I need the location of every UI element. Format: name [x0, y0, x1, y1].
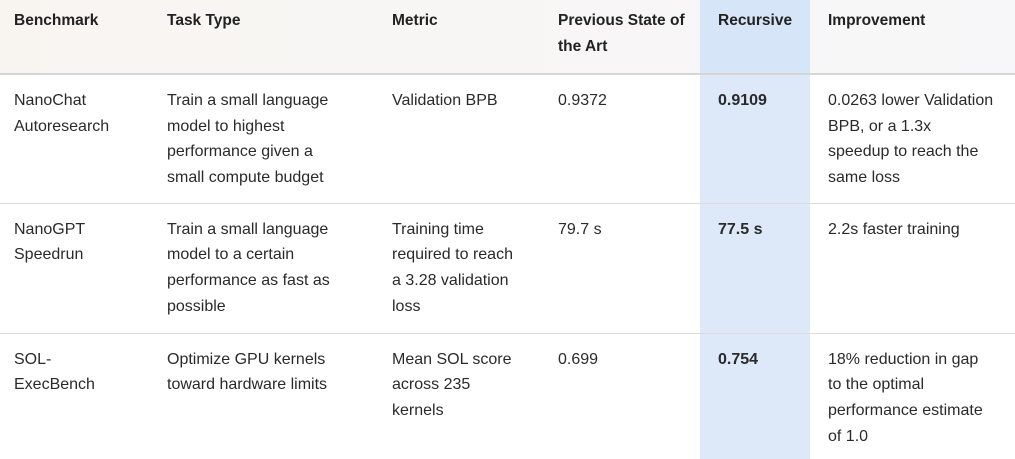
- table-cell: 18% reduction in gap to the optimal perf…: [828, 350, 983, 445]
- header-cell: Task Type: [167, 12, 241, 29]
- table-cell: 79.7 s: [558, 220, 602, 238]
- table-row: NanoChat Autoresearch Train a small langu…: [0, 74, 1015, 203]
- table-row: NanoGPT Speedrun Train a small language m…: [0, 203, 1015, 333]
- header-cell: Recursive: [700, 0, 810, 74]
- table-row: SOL-ExecBench Optimize GPU kernels toward…: [0, 333, 1015, 459]
- table-cell: NanoChat Autoresearch: [14, 92, 110, 135]
- table-cell: Mean SOL score across 235 kernels: [392, 350, 512, 419]
- table-cell: 0.9109: [700, 74, 810, 203]
- header-cell: Improvement: [828, 12, 926, 29]
- table-cell: Validation BPB: [392, 92, 498, 109]
- header-row: Benchmark Task Type Metric Previous State o…: [0, 0, 1015, 74]
- header-cell: Previous State of the Art: [558, 12, 685, 55]
- table-cell: 0.0263 lower Validation BPB, or a 1.3x s…: [828, 92, 994, 187]
- table-body: NanoChat Autoresearch Train a small langu…: [0, 74, 1015, 459]
- table-cell: 2.2s faster training: [828, 220, 960, 238]
- header-cell: Metric: [392, 12, 438, 29]
- table-cell: 0.699: [558, 350, 599, 368]
- header-cell: Benchmark: [14, 12, 99, 29]
- table-cell: Optimize GPU kernels toward hardware lim…: [167, 350, 328, 394]
- table-cell: Train a small language model to highest …: [167, 92, 329, 187]
- table-cell: NanoGPT Speedrun: [14, 220, 85, 264]
- table-cell: 77.5 s: [700, 203, 810, 333]
- table-cell: SOL-ExecBench: [14, 350, 95, 394]
- table-cell: Train a small language model to a certai…: [167, 220, 330, 315]
- table-cell: Training time required to reach a 3.28 v…: [392, 220, 513, 315]
- table-cell: 0.9372: [558, 92, 607, 109]
- table-cell: 0.754: [700, 333, 810, 459]
